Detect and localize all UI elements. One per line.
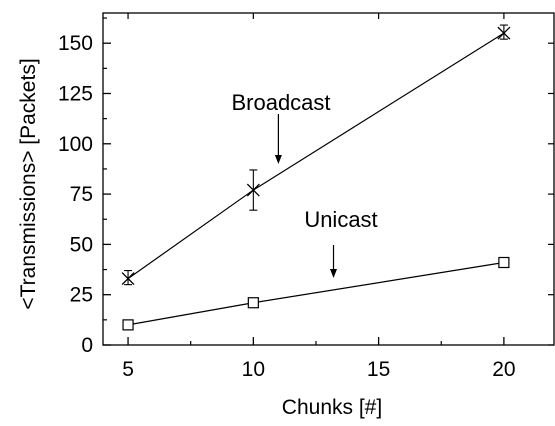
- x-tick-label: 10: [242, 358, 265, 381]
- axis-ticks: 5 10 15 20 0 25 50 75 100 125 150: [58, 13, 554, 381]
- y-tick-label: 50: [70, 233, 93, 256]
- data-point: [247, 297, 259, 309]
- y-tick-label: 150: [58, 32, 93, 55]
- y-tick-label: 125: [58, 82, 93, 105]
- annotation-arrowhead: [330, 269, 338, 278]
- y-tick-label: 75: [70, 183, 93, 206]
- data-point: [246, 183, 260, 197]
- series-line: [127, 261, 504, 326]
- y-tick-label: 0: [81, 334, 93, 357]
- y-tick-label: 100: [58, 133, 93, 156]
- annotation-label: Broadcast: [231, 90, 330, 115]
- series-line: [127, 32, 505, 280]
- annotation-arrowhead: [274, 155, 282, 164]
- data-point: [498, 256, 510, 269]
- plot-frame: [102, 12, 555, 346]
- data-point: [121, 272, 135, 286]
- x-tick-label: 15: [367, 358, 390, 381]
- x-tick-label: 20: [492, 358, 515, 381]
- y-axis-label: <Transmissions> [Packets]: [17, 58, 40, 309]
- data-point: [122, 319, 134, 331]
- x-axis-label: Chunks [#]: [282, 396, 382, 419]
- annotation-label: Unicast: [304, 207, 377, 232]
- y-tick-label: 25: [70, 284, 93, 307]
- data-point: [497, 26, 511, 40]
- x-tick-label: 5: [122, 358, 134, 381]
- chart-marks: Broadcast Unicast: [121, 24, 511, 331]
